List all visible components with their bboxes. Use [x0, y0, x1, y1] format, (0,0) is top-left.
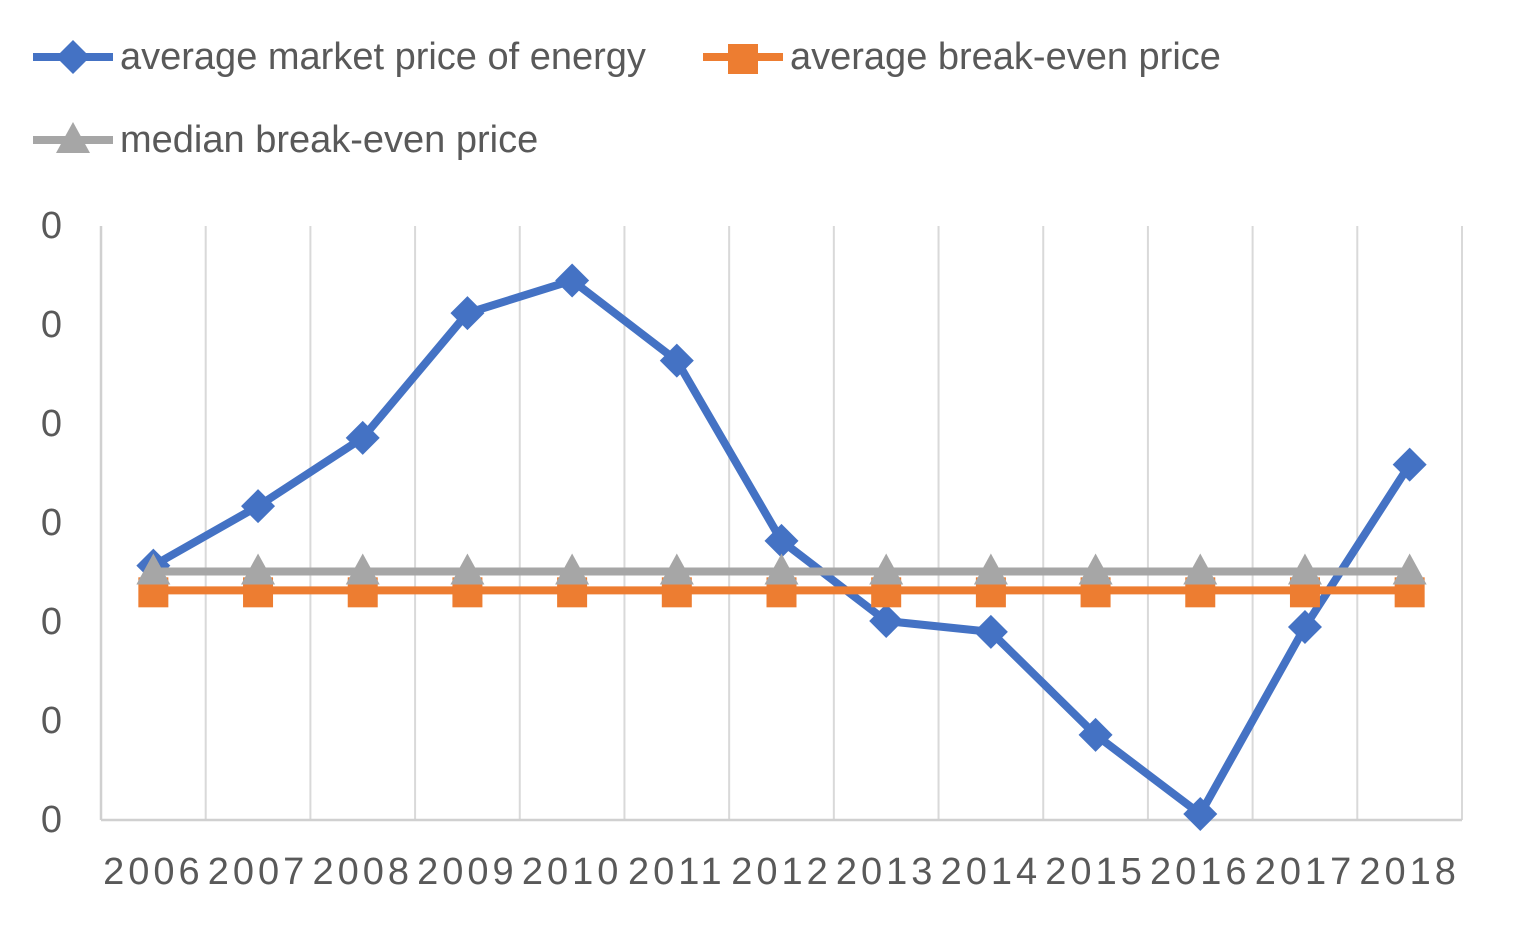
legend-item-average-break-even: average break-even price [703, 29, 1221, 85]
series-diamond [136, 263, 1427, 832]
legend-item-median-break-even: median break-even price [33, 112, 538, 168]
y-tick-labels: 0 0 0 0 0 0 0 [41, 205, 62, 841]
svg-text:2008: 2008 [312, 851, 413, 893]
svg-text:0: 0 [41, 601, 62, 643]
legend-diamond-icon [33, 37, 113, 77]
svg-text:2016: 2016 [1150, 851, 1251, 893]
svg-text:2018: 2018 [1359, 851, 1460, 893]
svg-text:2017: 2017 [1255, 851, 1356, 893]
legend-label-average-break-even: average break-even price [790, 35, 1221, 78]
svg-text:2011: 2011 [628, 851, 726, 893]
svg-text:0: 0 [41, 799, 62, 841]
x-tick-labels: 2006 2007 2008 2009 2010 2011 2012 2013 2014 2015… [103, 851, 1460, 893]
svg-text:2007: 2007 [208, 851, 309, 893]
series-triangle [136, 553, 1427, 585]
svg-text:2013: 2013 [836, 851, 937, 893]
svg-text:0: 0 [41, 205, 62, 247]
legend-triangle-icon [33, 120, 113, 160]
svg-text:2014: 2014 [941, 851, 1042, 893]
svg-text:2015: 2015 [1045, 851, 1146, 893]
svg-text:2009: 2009 [417, 851, 518, 893]
svg-text:0: 0 [41, 304, 62, 346]
legend-square-icon [703, 37, 783, 77]
svg-text:0: 0 [41, 502, 62, 544]
legend-label-median-break-even: median break-even price [120, 118, 539, 161]
gridlines [100, 226, 1463, 820]
legend-label-market-price: average market price of energy [120, 35, 646, 78]
svg-text:0: 0 [41, 700, 62, 742]
svg-text:0: 0 [41, 403, 62, 445]
legend-item-market-price: average market price of energy [33, 29, 646, 85]
svg-text:2012: 2012 [731, 851, 832, 893]
svg-text:2006: 2006 [103, 851, 204, 893]
svg-text:2010: 2010 [522, 851, 623, 893]
